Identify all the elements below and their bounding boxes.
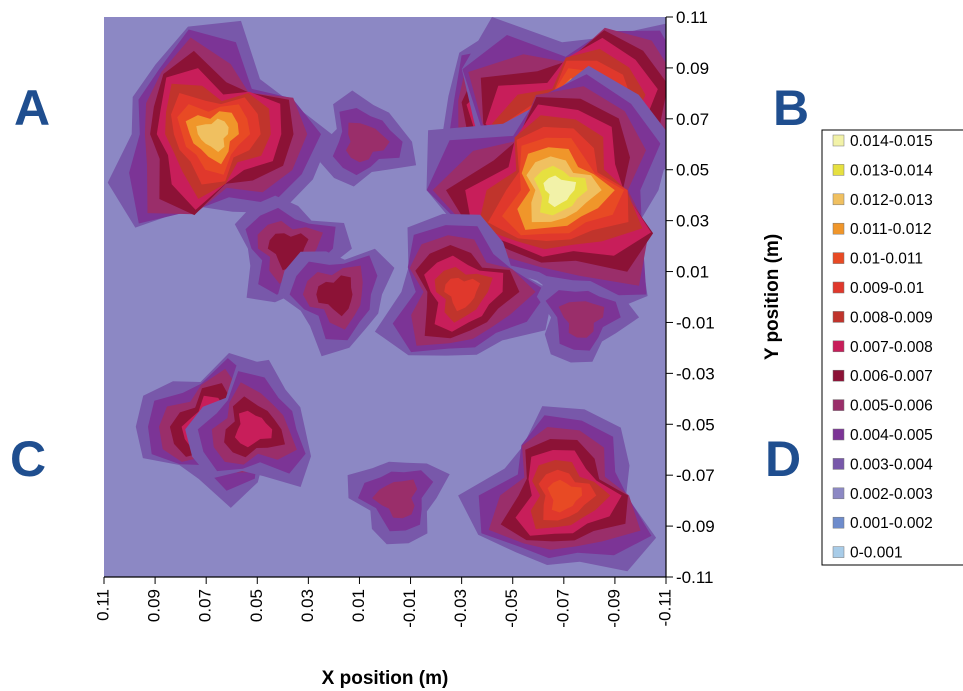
y-tick-label: 0.05 (676, 161, 709, 180)
y-tick-label: 0.09 (676, 59, 709, 78)
y-tick-label: 0.01 (676, 263, 709, 282)
legend-swatch (832, 164, 845, 176)
legend-swatch (832, 487, 845, 500)
legend-swatch (832, 340, 845, 353)
plot-area (104, 17, 666, 577)
contour-hotspot (234, 195, 352, 303)
legend-label: 0.005-0.006 (850, 398, 933, 415)
contour-band (372, 479, 418, 519)
x-tick-label: 0.03 (298, 589, 317, 622)
y-tick-label: 0.03 (676, 212, 709, 231)
legend-swatch (832, 399, 845, 411)
contour-band (267, 233, 309, 271)
contour-band (558, 301, 605, 338)
y-tick-label: -0.11 (676, 568, 714, 587)
x-tick-label: 0.09 (145, 589, 164, 622)
x-tick-label: -0.07 (553, 589, 572, 628)
legend-label: 0-0.001 (850, 545, 903, 562)
legend-label: 0.003-0.004 (850, 456, 933, 473)
legend-label: 0.013-0.014 (850, 162, 933, 179)
legend-swatch (832, 193, 845, 206)
contour-band (316, 275, 353, 317)
y-axis-title: Y position (m) (762, 234, 783, 360)
contour-hotspot (347, 461, 450, 545)
x-tick-label: 0.05 (247, 589, 266, 622)
legend-label: 0.006-0.007 (850, 368, 933, 385)
quadrant-label-b: B (773, 80, 809, 136)
y-axis-ticks: 0.11 0.09 0.07 0.05 0.03 0.01 -0.01 -0.03 -0.05 -… (666, 8, 715, 587)
contour-hotspot (107, 20, 332, 228)
x-tick-label: 0.11 (93, 589, 112, 621)
contour-hotspot (320, 90, 417, 187)
legend-swatch (832, 546, 845, 558)
y-tick-label: -0.01 (676, 313, 715, 332)
x-tick-label: -0.11 (655, 589, 674, 627)
quadrant-label-d: D (765, 431, 801, 487)
x-tick-label: 0.07 (196, 589, 215, 622)
legend-label: 0.004-0.005 (850, 427, 933, 444)
contour-hotspot (278, 248, 395, 357)
legend-swatch (832, 516, 845, 529)
y-tick-label: -0.05 (676, 415, 715, 434)
contour-band (444, 277, 481, 312)
legend-swatch (832, 281, 845, 294)
legend: 0.014-0.015 0.013-0.014 0.012-0.013 0.011-0… (821, 129, 963, 566)
legend-label: 0.01-0.011 (850, 251, 923, 268)
contour-band (543, 175, 577, 208)
legend-box (821, 129, 963, 566)
contour-hotspot (458, 406, 657, 572)
legend-swatch (832, 222, 845, 235)
legend-label: 0.011-0.012 (850, 221, 932, 238)
legend-swatch (832, 458, 845, 470)
x-axis-ticks: 0.11 0.09 0.07 0.05 0.03 0.01 -0.01 -0.03 -0.05 -… (93, 577, 674, 628)
contour-hotspot (536, 276, 640, 363)
x-axis-title: X position (m) (322, 668, 449, 689)
contour-hotspot (185, 359, 311, 487)
legend-label: 0.012-0.013 (850, 192, 933, 209)
contour-band (547, 479, 583, 513)
legend-label: 0.007-0.008 (850, 339, 933, 356)
legend-swatch (832, 311, 845, 323)
y-tick-label: -0.03 (676, 364, 715, 383)
legend-swatch (832, 428, 845, 441)
legend-label: 0.014-0.015 (850, 133, 933, 150)
y-tick-label: 0.11 (676, 8, 708, 27)
legend-swatch (832, 134, 845, 147)
y-tick-label: 0.07 (676, 110, 709, 129)
quadrant-label-a: A (14, 80, 50, 136)
x-tick-label: -0.05 (502, 589, 521, 628)
contour-band (234, 410, 273, 448)
contour-band (345, 122, 390, 163)
x-tick-label: 0.01 (349, 589, 368, 622)
x-tick-label: -0.01 (400, 589, 419, 628)
quadrant-label-c: C (10, 431, 46, 487)
legend-swatch (832, 369, 845, 382)
x-tick-label: -0.09 (604, 589, 623, 628)
legend-swatch (832, 252, 845, 264)
legend-label: 0.008-0.009 (850, 309, 933, 326)
y-tick-label: -0.09 (676, 517, 715, 536)
contour-band (196, 118, 229, 152)
contour-hotspot (374, 213, 554, 356)
x-tick-label: -0.03 (451, 589, 470, 628)
legend-label: 0.002-0.003 (850, 486, 933, 503)
legend-label: 0.001-0.002 (850, 515, 933, 532)
legend-label: 0.009-0.01 (850, 280, 924, 297)
y-tick-label: -0.07 (676, 466, 715, 485)
